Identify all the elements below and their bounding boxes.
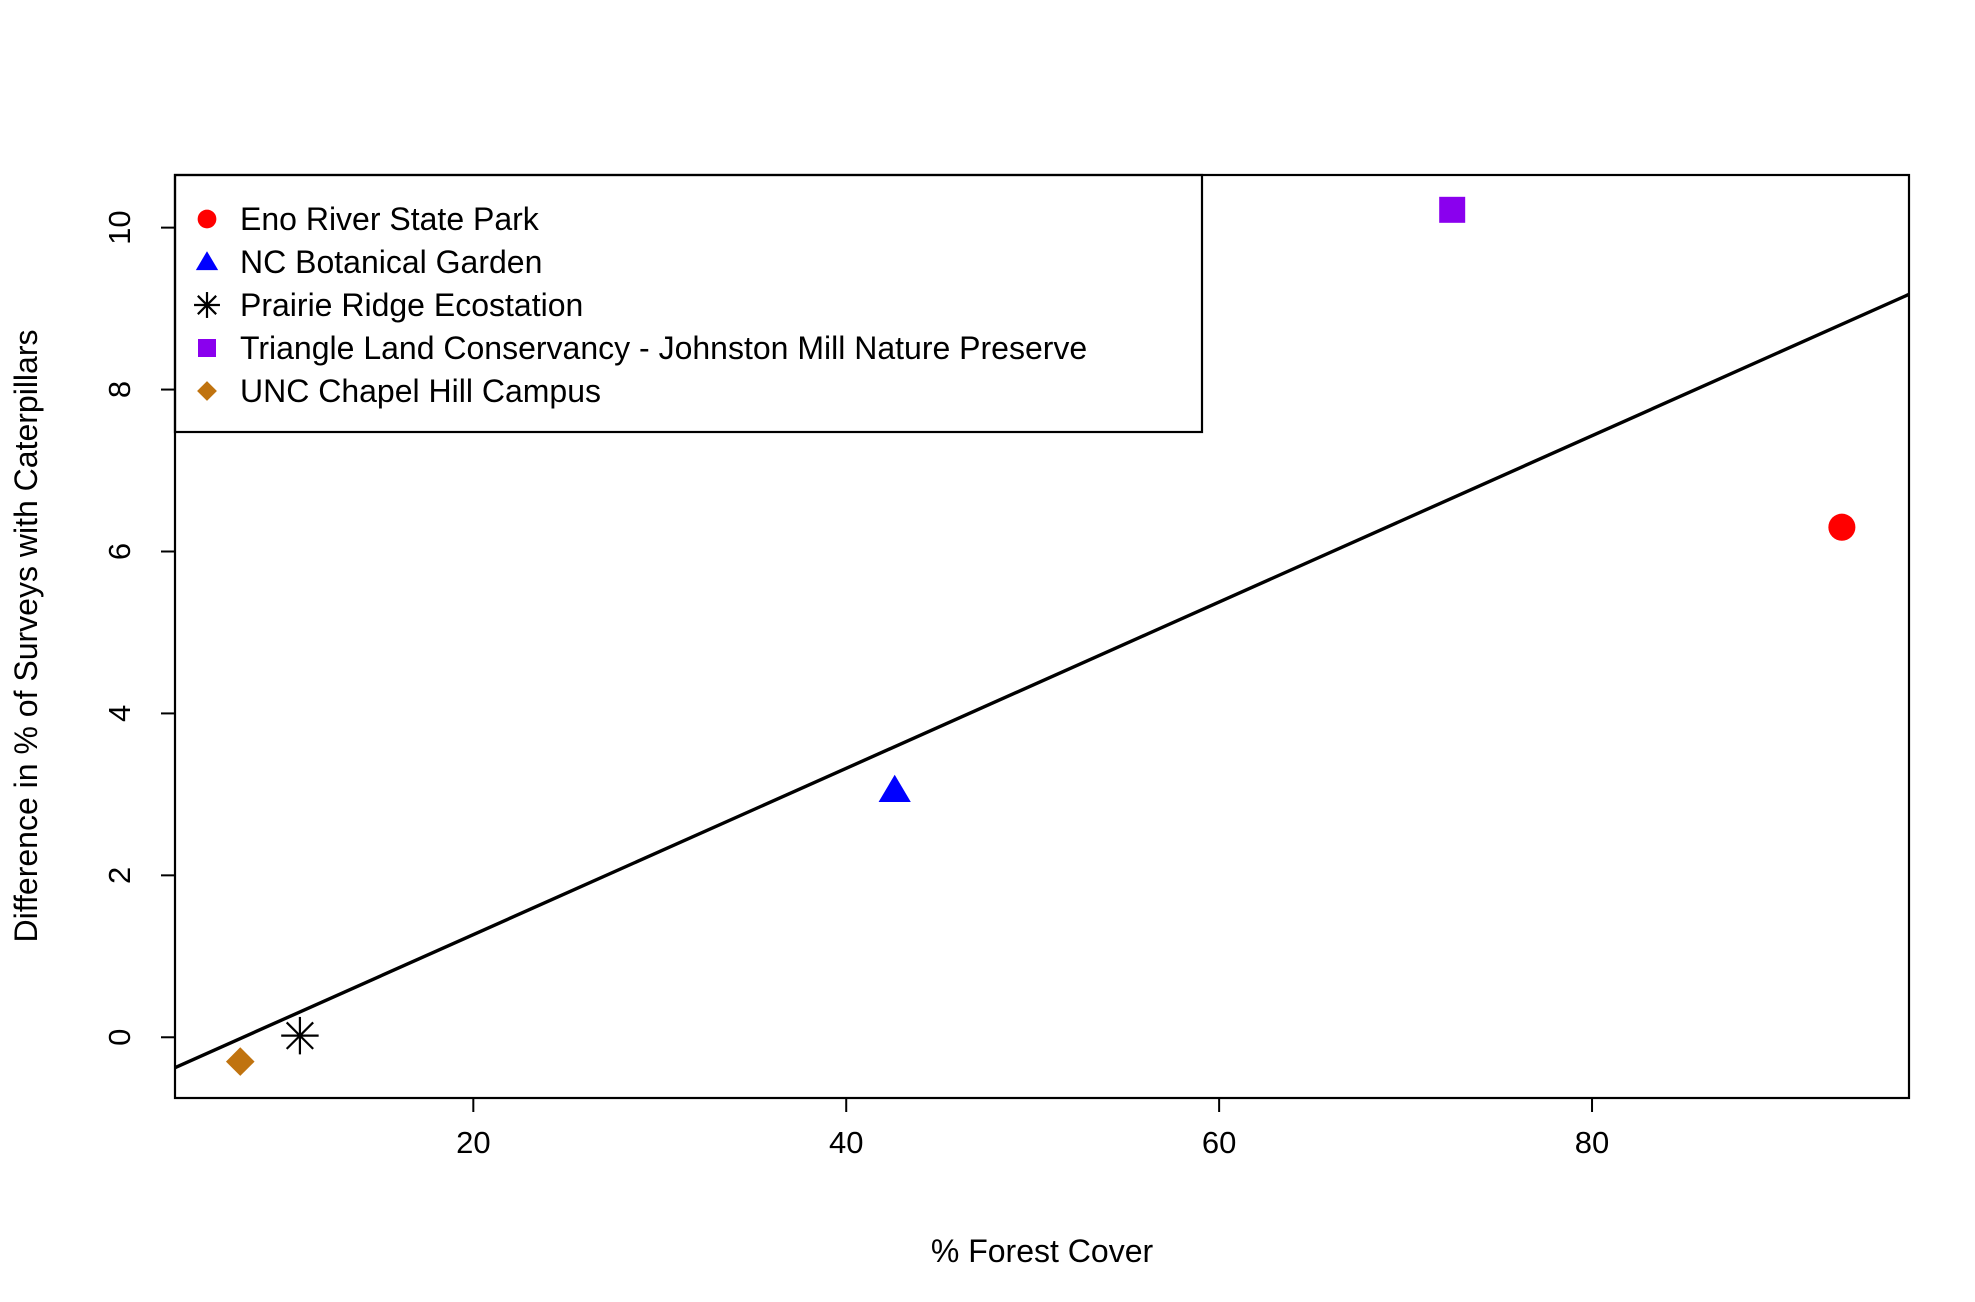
legend-symbol-square <box>198 339 216 357</box>
asterisk-stroke <box>197 295 217 315</box>
legend-label: Prairie Ridge Ecostation <box>240 287 583 323</box>
y-tick-label: 6 <box>102 543 137 560</box>
x-tick-label: 40 <box>829 1125 863 1160</box>
asterisk-stroke <box>285 1021 314 1050</box>
plot-frame <box>173 173 1911 1100</box>
y-axis-title: Difference in % of Surveys with Caterpil… <box>8 330 44 943</box>
legend-symbol-triangle <box>195 251 219 271</box>
data-point-square <box>1439 196 1466 223</box>
x-tick-label: 80 <box>1575 1125 1609 1160</box>
data-point-circle <box>1828 513 1856 541</box>
data-point-diamond <box>225 1047 255 1076</box>
legend-label: Eno River State Park <box>240 201 540 237</box>
legend-label: UNC Chapel Hill Campus <box>240 373 601 409</box>
axes: 20 40 60 80 0 2 4 6 8 10 <box>102 210 1609 1160</box>
y-tick-label: 4 <box>102 705 137 722</box>
y-tick-label: 2 <box>102 867 137 884</box>
data-points <box>225 196 1856 1076</box>
legend-label: NC Botanical Garden <box>240 244 542 280</box>
y-tick-label: 10 <box>102 210 137 244</box>
legend-symbol-diamond <box>197 381 217 401</box>
x-axis-title: % Forest Cover <box>931 1233 1154 1269</box>
data-point-asterisk <box>281 1016 319 1055</box>
legend-symbol-circle <box>197 209 217 229</box>
x-tick-label: 60 <box>1202 1125 1236 1160</box>
legend-box <box>173 173 1204 434</box>
regression-line-group <box>174 292 1910 1070</box>
data-point-triangle <box>878 774 911 803</box>
legend: Eno River State Park NC Botanical Garden P… <box>173 173 1204 434</box>
y-tick-label: 0 <box>102 1029 137 1046</box>
regression-line <box>174 292 1910 1070</box>
x-tick-label: 20 <box>456 1125 490 1160</box>
legend-label: Triangle Land Conservancy - Johnston Mil… <box>240 330 1087 366</box>
y-tick-label: 8 <box>102 381 137 398</box>
legend-symbol-asterisk <box>194 292 220 318</box>
